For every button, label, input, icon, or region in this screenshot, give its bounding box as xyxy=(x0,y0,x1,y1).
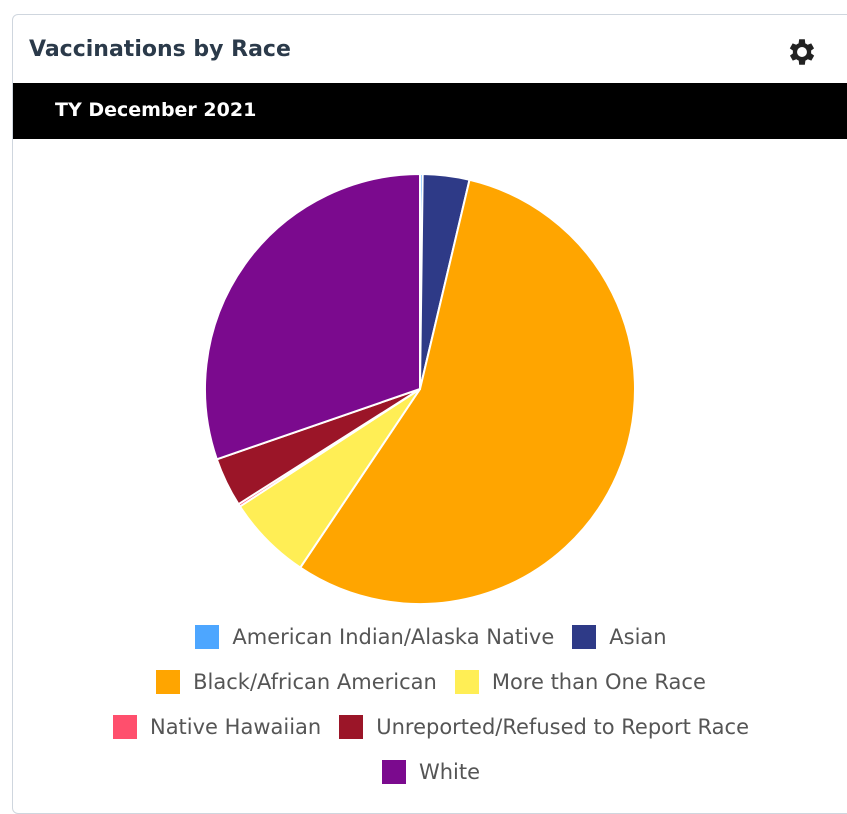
legend-swatch xyxy=(156,670,181,694)
pie-slice[interactable] xyxy=(299,178,636,605)
legend-swatch xyxy=(195,625,220,649)
legend: American Indian/Alaska Native Asian Black/… xyxy=(91,621,771,788)
legend-label: Unreported/Refused to Report Race xyxy=(376,715,750,739)
legend-item[interactable]: Black/African American xyxy=(156,666,437,698)
legend-item[interactable]: White xyxy=(381,756,481,788)
legend-label: White xyxy=(418,760,481,784)
card: Vaccinations by Race TY December 2021 Am… xyxy=(12,14,847,814)
legend-swatch xyxy=(572,625,597,649)
legend-swatch xyxy=(112,715,137,739)
legend-item[interactable]: Asian xyxy=(572,621,667,653)
legend-label: Black/African American xyxy=(193,670,437,694)
legend-label: Native Hawaiian xyxy=(149,715,322,739)
chart-subtitle: TY December 2021 xyxy=(55,99,257,121)
legend-swatch xyxy=(454,670,479,694)
banner: TY December 2021 xyxy=(13,83,847,139)
legend-swatch xyxy=(339,715,364,739)
legend-item[interactable]: More than One Race xyxy=(454,666,706,698)
legend-label: More than One Race xyxy=(491,670,706,694)
pie-chart xyxy=(204,173,636,605)
legend-item[interactable]: Native Hawaiian xyxy=(112,711,322,743)
legend-item[interactable]: Unreported/Refused to Report Race xyxy=(339,711,749,743)
legend-item[interactable]: American Indian/Alaska Native xyxy=(195,621,554,653)
legend-label: American Indian/Alaska Native xyxy=(232,625,555,649)
pie-slice[interactable] xyxy=(204,173,421,461)
legend-swatch xyxy=(381,760,406,784)
page: {"header": {"title": "Vaccinations by Ra… xyxy=(12,14,847,814)
settings-icon[interactable] xyxy=(785,35,819,69)
legend-label: Asian xyxy=(609,625,667,649)
card-title: Vaccinations by Race xyxy=(29,37,291,62)
